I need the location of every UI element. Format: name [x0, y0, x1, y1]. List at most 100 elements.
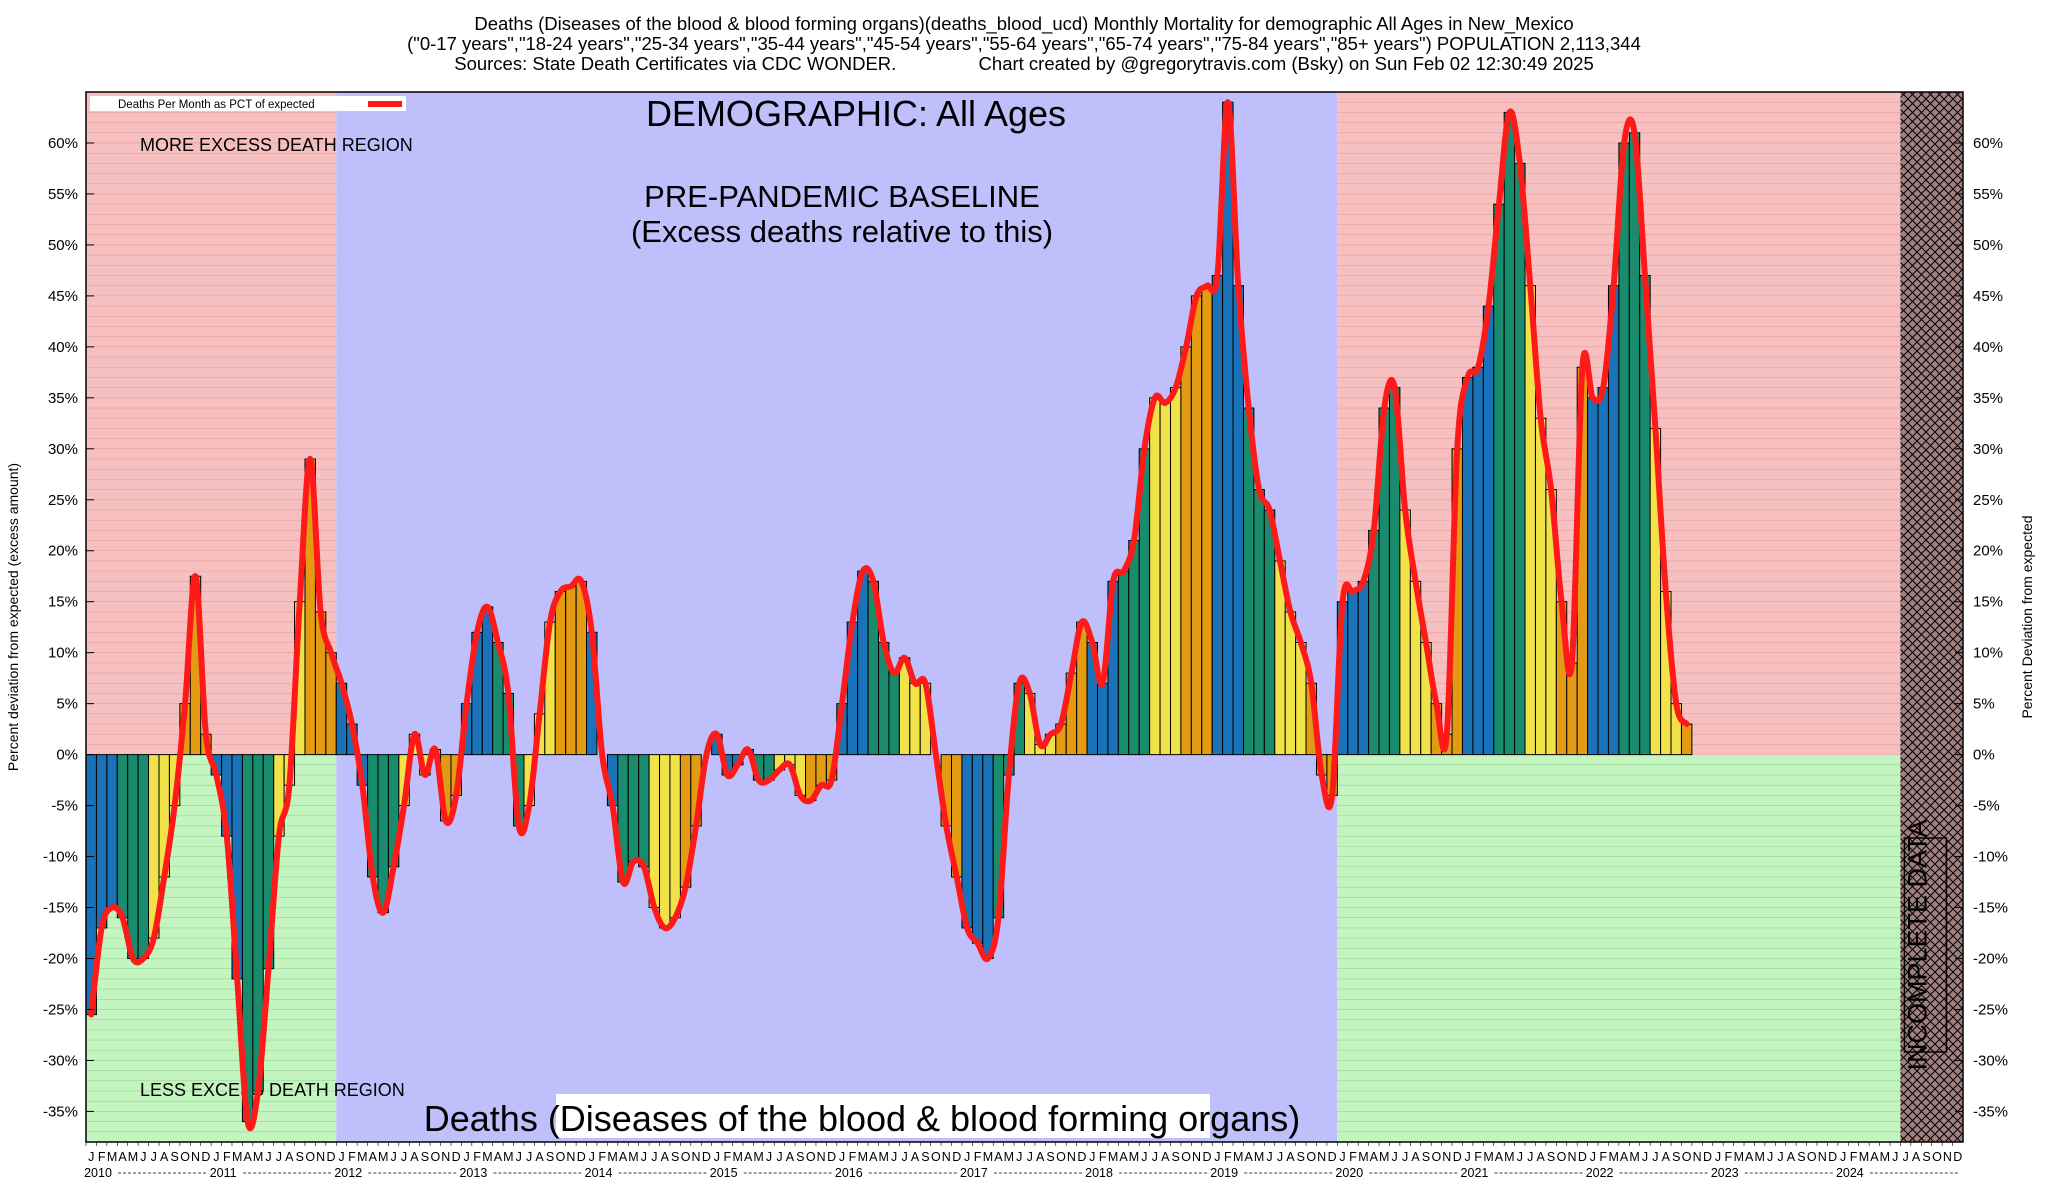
month-label: D — [1703, 1150, 1712, 1164]
bar — [1503, 111, 1516, 756]
month-label: N — [1567, 1150, 1576, 1164]
bar — [1284, 611, 1297, 756]
month-label: M — [1504, 1150, 1514, 1164]
month-label: F — [1599, 1150, 1607, 1164]
month-label: J — [338, 1150, 344, 1164]
month-label: M — [1358, 1150, 1368, 1164]
chart-header: Deaths (Diseases of the blood & blood fo… — [0, 14, 2048, 74]
month-label: M — [1254, 1150, 1264, 1164]
month-label: F — [1099, 1150, 1107, 1164]
month-label: J — [463, 1150, 469, 1164]
y-tick-label-right: 0% — [1973, 747, 1995, 764]
month-label: S — [671, 1150, 679, 1164]
bar — [481, 606, 494, 756]
bar — [909, 682, 921, 756]
month-label: J — [1903, 1150, 1909, 1164]
month-label: N — [817, 1150, 826, 1164]
month-label: M — [1379, 1150, 1389, 1164]
bar — [1534, 417, 1547, 756]
month-label: J — [1652, 1150, 1658, 1164]
bar — [1347, 591, 1359, 756]
bar — [1618, 142, 1630, 756]
bar — [1482, 305, 1495, 756]
month-label: A — [535, 1150, 544, 1164]
month-label: S — [296, 1150, 304, 1164]
bar — [565, 585, 577, 756]
month-label: F — [1850, 1150, 1858, 1164]
year-label: 2022 — [1586, 1166, 1614, 1180]
year-label: 2019 — [1210, 1166, 1238, 1180]
month-label: J — [901, 1150, 907, 1164]
month-label: J — [1266, 1150, 1272, 1164]
incomplete-region — [1900, 92, 1963, 1142]
month-label: N — [692, 1150, 701, 1164]
y-tick-label-left: -35% — [43, 1103, 78, 1120]
baseline-title: PRE-PANDEMIC BASELINE — [644, 179, 1040, 214]
month-label: A — [744, 1150, 753, 1164]
month-label: J — [1402, 1150, 1408, 1164]
month-label: J — [88, 1150, 94, 1164]
month-label: N — [1943, 1150, 1952, 1164]
month-label: O — [931, 1150, 941, 1164]
month-label: M — [253, 1150, 263, 1164]
bar — [888, 672, 900, 756]
month-label: D — [827, 1150, 836, 1164]
month-label: F — [1474, 1150, 1482, 1164]
month-label: A — [1495, 1150, 1504, 1164]
month-label: M — [357, 1150, 367, 1164]
month-label: S — [1547, 1150, 1555, 1164]
month-label: S — [1422, 1150, 1430, 1164]
month-label: M — [1629, 1150, 1639, 1164]
month-label: J — [276, 1150, 282, 1164]
month-label: J — [1840, 1150, 1846, 1164]
month-label: M — [378, 1150, 388, 1164]
month-label: J — [401, 1150, 407, 1164]
month-label: D — [1953, 1150, 1962, 1164]
year-label: 2020 — [1335, 1166, 1363, 1180]
bar — [1190, 295, 1203, 756]
y-tick-label-left: -25% — [43, 1001, 78, 1018]
y-tick-label-left: 15% — [48, 594, 78, 611]
month-label: J — [1590, 1150, 1596, 1164]
bar — [575, 580, 588, 756]
bar — [1117, 570, 1130, 756]
month-label: A — [1161, 1150, 1170, 1164]
month-label: A — [369, 1150, 378, 1164]
chart-header-line-3: Sources: State Death Certificates via CD… — [454, 53, 1594, 74]
year-label: 2014 — [585, 1166, 613, 1180]
y-axis-title-right: Percent Deviation from expected — [2019, 515, 2035, 718]
chart-subtitle: Deaths (Diseases of the blood & blood fo… — [424, 1098, 1300, 1139]
month-label: N — [316, 1150, 325, 1164]
month-label: F — [849, 1150, 857, 1164]
month-label: J — [964, 1150, 970, 1164]
bar — [95, 754, 108, 929]
month-label: M — [1108, 1150, 1118, 1164]
bar — [554, 591, 567, 756]
y-tick-label-left: 30% — [48, 441, 78, 458]
month-label: J — [651, 1150, 657, 1164]
month-label: J — [766, 1150, 772, 1164]
month-label: J — [1277, 1150, 1283, 1164]
y-tick-label-left: 50% — [48, 237, 78, 254]
month-label: O — [305, 1150, 315, 1164]
month-label: N — [1693, 1150, 1702, 1164]
y-tick-label-left: 45% — [48, 288, 78, 305]
bar — [1514, 162, 1526, 756]
bar — [1680, 723, 1693, 756]
month-label: S — [921, 1150, 929, 1164]
month-label: A — [1662, 1150, 1671, 1164]
month-label: N — [942, 1150, 951, 1164]
month-label: D — [1453, 1150, 1462, 1164]
month-label: D — [1828, 1150, 1837, 1164]
bar — [669, 754, 681, 919]
subtitle-box — [556, 1094, 1210, 1138]
month-label: S — [1046, 1150, 1054, 1164]
bar — [1628, 132, 1641, 756]
bar — [116, 754, 129, 919]
month-label: F — [974, 1150, 982, 1164]
year-label: 2021 — [1461, 1166, 1489, 1180]
y-tick-label-left: 0% — [56, 747, 78, 764]
y-tick-label-left: -10% — [43, 849, 78, 866]
month-label: O — [1932, 1150, 1942, 1164]
